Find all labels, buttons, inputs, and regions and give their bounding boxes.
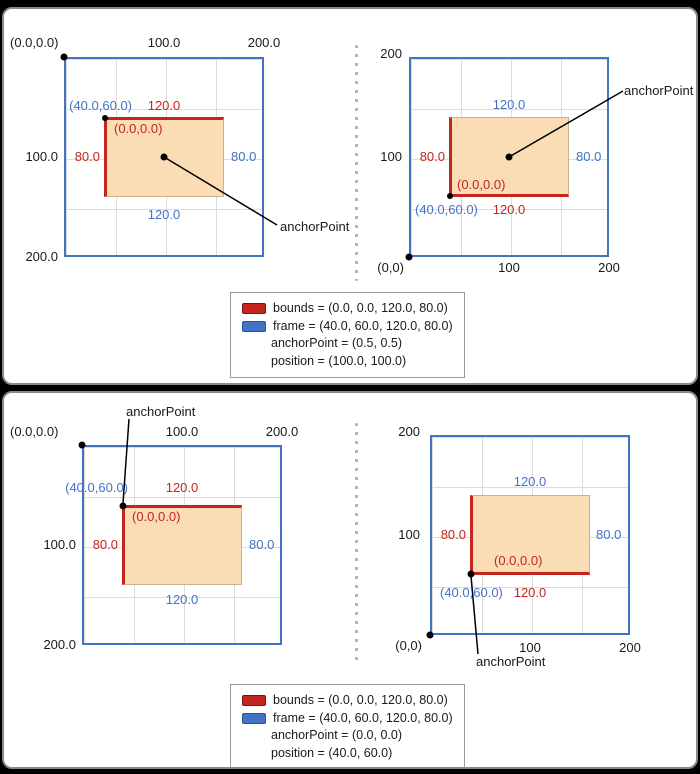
legend-row-frame: frame = (40.0, 60.0, 120.0, 80.0) — [242, 710, 453, 728]
anchor-point-label: anchorPoint — [624, 83, 694, 98]
legend-anchor-text: anchorPoint = (0.5, 0.5) — [271, 336, 402, 350]
legend-anchor-text: anchorPoint = (0.0, 0.0) — [271, 728, 402, 742]
x-axis-200-label: 200.0 — [265, 424, 299, 439]
y-axis-200-label: 200 — [398, 424, 420, 439]
bounds-height-label: 80.0 — [440, 527, 466, 542]
y-axis-100-label: 100 — [398, 527, 420, 542]
legend-row-position: position = (100.0, 100.0) — [271, 353, 453, 371]
frame-color-swatch — [242, 712, 266, 724]
y-axis-200-label: 200.0 — [25, 249, 58, 264]
standard-origin-label: (0,0) — [395, 638, 422, 653]
legend-position-text: position = (100.0, 100.0) — [271, 353, 407, 368]
y-axis-100-label: 100.0 — [25, 149, 58, 164]
layer-rect-standard — [470, 495, 590, 575]
x-axis-200-label: 200 — [619, 640, 641, 655]
legend-box: bounds = (0.0, 0.0, 120.0, 80.0) frame =… — [230, 684, 465, 767]
bounds-origin-label: (0.0,0.0) — [114, 121, 163, 136]
y-axis-100-label: 100 — [380, 149, 402, 164]
bounds-height-label: 80.0 — [419, 149, 445, 164]
bounds-color-swatch — [242, 303, 266, 315]
bounds-height-label: 80.0 — [74, 149, 100, 164]
legend-row-bounds: bounds = (0.0, 0.0, 120.0, 80.0) — [242, 300, 453, 318]
frame-width-label: 120.0 — [147, 207, 181, 222]
bounds-width-label: 120.0 — [513, 585, 547, 600]
anchor-point-label: anchorPoint — [280, 219, 350, 234]
y-axis-200-label: 200.0 — [43, 637, 76, 652]
bounds-color-swatch — [242, 695, 266, 707]
x-axis-200-label: 200 — [598, 260, 620, 275]
frame-width-label: 120.0 — [165, 592, 199, 607]
bounds-origin-label: (0.0,0.0) — [494, 553, 543, 568]
legend-frame-text: frame = (40.0, 60.0, 120.0, 80.0) — [273, 710, 453, 725]
y-axis-200-label: 200 — [380, 46, 402, 61]
legend-bounds-text: bounds = (0.0, 0.0, 120.0, 80.0) — [273, 301, 448, 315]
x-axis-100-label: 100.0 — [165, 424, 199, 439]
legend-bounds-text: bounds = (0.0, 0.0, 120.0, 80.0) — [273, 693, 448, 707]
frame-origin-label: (40.0,60.0) — [440, 585, 503, 600]
frame-height-label: 80.0 — [249, 537, 275, 552]
standard-coordinate-grid — [430, 435, 630, 635]
frame-origin-label: (40.0,60.0) — [65, 480, 128, 495]
bounds-width-label: 120.0 — [147, 98, 181, 113]
frame-width-label: 120.0 — [492, 97, 526, 112]
top-panel: (0.0,0.0) 100.0 200.0 100.0 200.0 (40.0,… — [2, 7, 698, 385]
legend-box: bounds = (0.0, 0.0, 120.0, 80.0) frame =… — [230, 292, 465, 378]
y-axis-100-label: 100.0 — [43, 537, 76, 552]
frame-color-swatch — [242, 320, 266, 332]
legend-row-anchor: anchorPoint = (0.5, 0.5) — [271, 335, 453, 353]
legend-row-bounds: bounds = (0.0, 0.0, 120.0, 80.0) — [242, 692, 453, 710]
flipped-coordinate-grid — [82, 445, 282, 645]
bounds-width-label: 120.0 — [492, 202, 526, 217]
frame-height-label: 80.0 — [596, 527, 622, 542]
bounds-width-label: 120.0 — [165, 480, 199, 495]
anchor-point-label: anchorPoint — [476, 654, 546, 669]
bounds-origin-label: (0.0,0.0) — [132, 509, 181, 524]
legend-row-anchor: anchorPoint = (0.0, 0.0) — [271, 727, 453, 745]
bounds-origin-label: (0.0,0.0) — [457, 177, 506, 192]
bottom-panel: anchorPoint (0.0,0.0) 100.0 200.0 100.0 … — [2, 391, 698, 769]
frame-height-label: 80.0 — [231, 149, 257, 164]
x-axis-100-label: 100.0 — [147, 35, 181, 50]
frame-height-label: 80.0 — [576, 149, 602, 164]
legend-row-position: position = (40.0, 60.0) — [271, 745, 453, 763]
legend-position-text: position = (40.0, 60.0) — [271, 745, 393, 760]
x-axis-100-label: 100 — [498, 260, 520, 275]
legend-frame-text: frame = (40.0, 60.0, 120.0, 80.0) — [273, 318, 453, 333]
x-axis-100-label: 100 — [519, 640, 541, 655]
x-axis-200-label: 200.0 — [247, 35, 281, 50]
flipped-origin-label: (0.0,0.0) — [10, 35, 59, 50]
anchor-point-label: anchorPoint — [126, 404, 196, 419]
separator-dotted-line — [355, 45, 358, 281]
standard-origin-label: (0,0) — [377, 260, 404, 275]
separator-dotted-line — [355, 423, 358, 663]
bounds-height-label: 80.0 — [92, 537, 118, 552]
frame-width-label: 120.0 — [513, 474, 547, 489]
flipped-origin-label: (0.0,0.0) — [10, 424, 59, 439]
layer-rect-flipped — [122, 505, 242, 585]
frame-origin-label: (40.0,60.0) — [415, 202, 478, 217]
frame-origin-label: (40.0,60.0) — [69, 98, 132, 113]
legend-row-frame: frame = (40.0, 60.0, 120.0, 80.0) — [242, 318, 453, 336]
